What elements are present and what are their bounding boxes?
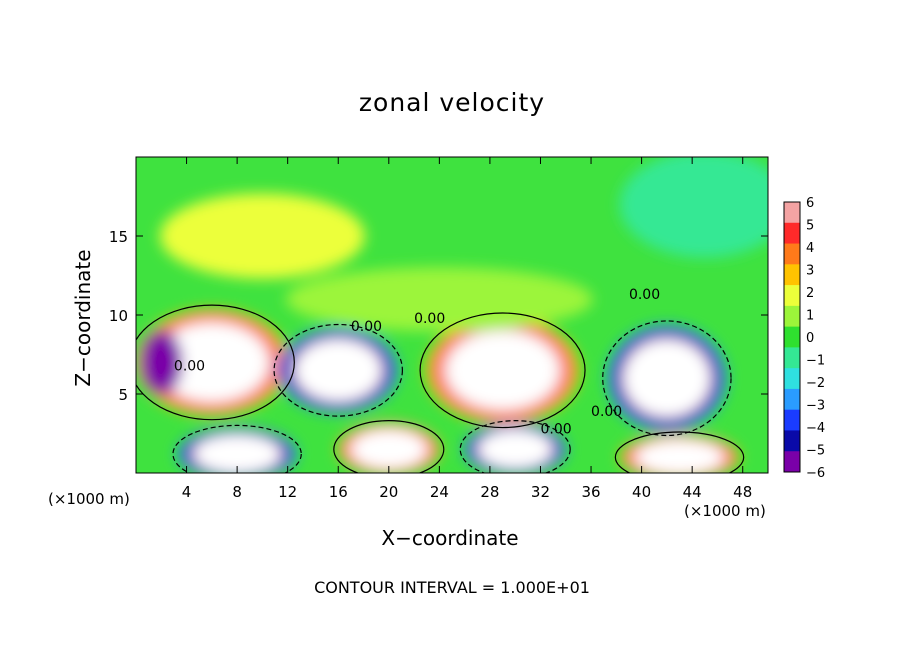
x-tick-label: 44 [683,483,702,501]
x-tick-label: 8 [232,483,242,501]
colorbar-tick-label: 1 [806,309,814,324]
contour-label: 0.00 [414,311,445,327]
x-tick-label: 4 [182,483,192,501]
field-cell-10-level-0 [285,267,593,332]
x-tick-label: 32 [531,483,550,501]
colorbar-swatch [784,243,800,265]
contour-0 [136,304,295,421]
y-axis-label: Z−coordinate [71,249,95,387]
contour-interval-note: CONTOUR INTERVAL = 1.000E+01 [314,578,590,597]
field-cell-9-level-0 [160,193,365,279]
colorbar-swatch [784,347,800,369]
colorbar-swatch [784,388,800,411]
colorbar-swatch [784,326,800,348]
x-tick-label: 16 [329,483,348,501]
field-cell-8-level-3 [635,439,724,473]
contour-label: 0.00 [591,404,622,420]
field-cell-5-level-3 [351,429,427,469]
colorbar-tick-label: 5 [806,219,814,234]
colorbar-tick-label: −6 [806,466,825,481]
field-cell-11-level-0 [619,157,768,258]
field-cell-3-level-3 [446,331,559,410]
x-axis: 4 8 12 16 20 24 28 32 36 40 44 48 [182,157,752,501]
colorbar-tick-label: −4 [806,421,825,436]
x-unit-label-right: (×1000 m) [684,502,766,520]
contour-7 [614,431,745,473]
contour-label: 0.00 [540,422,571,438]
x-axis-label: X−coordinate [381,526,519,550]
field-cell-2-level-3 [294,339,383,402]
colorbar-tick-label: −1 [806,354,825,369]
colorbar-swatch [784,264,800,286]
colorbar-tick-label: −2 [806,376,825,391]
field-cell-4-level-3 [623,339,711,418]
colorbar-tick-label: 6 [806,196,814,211]
x-tick-label: 12 [278,483,297,501]
chart-title: zonal velocity [358,88,546,117]
colorbar-swatch [784,368,800,390]
contour-5 [172,424,302,473]
contour-6 [459,420,571,473]
colorbar-tick-label: 2 [806,286,814,301]
colorbar-tick-label: 0 [806,331,814,346]
x-tick-label: 24 [430,483,449,501]
colorbar-swatch [784,222,800,245]
x-tick-label: 40 [632,483,651,501]
contour-3 [602,320,732,437]
colorbar-frame [783,201,801,473]
colorbar-swatch [784,430,800,452]
contour-4 [333,420,445,473]
contour-lines: 0.00 0.00 0.00 0.00 0.00 0.00 [136,287,745,473]
colorbar-tick-label: 3 [806,264,814,279]
x-unit-label-left: (×1000 m) [48,490,130,508]
field-cell-0-level-3 [155,323,269,402]
y-tick-label: 5 [118,386,128,404]
contour-label: 0.00 [351,319,382,335]
field-cell-6-level-3 [193,434,281,473]
heatmap-field [136,157,768,473]
colorbar-swatch [784,202,800,224]
field-cell-1-level-0 [139,330,183,395]
y-axis: 5 10 15 [109,228,768,404]
x-tick-label: 28 [480,483,499,501]
contour-label: 0.00 [629,287,660,303]
colorbar: 6 5 4 3 2 1 0 −1 −2 −3 −4 −5 −6 [783,196,825,481]
contour-1 [273,323,403,417]
colorbar-tick-label: −5 [806,444,825,459]
colorbar-tick-label: −3 [806,399,825,414]
colorbar-swatch [784,451,800,473]
contour-2 [419,312,586,429]
x-tick-label: 48 [733,483,752,501]
colorbar-swatch [784,285,800,307]
colorbar-tick-label: 4 [806,241,814,256]
colorbar-swatch [784,305,800,328]
x-tick-label: 36 [581,483,600,501]
y-tick-label: 15 [109,228,128,246]
y-tick-label: 10 [109,307,128,325]
colorbar-swatch [784,409,800,431]
x-tick-label: 20 [379,483,398,501]
field-cell-7-level-3 [477,429,553,469]
contour-label: 0.00 [174,358,205,374]
